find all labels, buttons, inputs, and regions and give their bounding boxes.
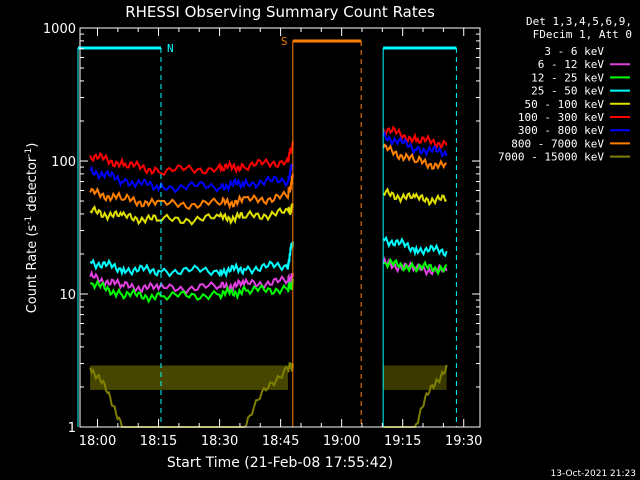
legend-label: 300 - 800 keV: [518, 124, 604, 137]
chart-title: RHESSI Observing Summary Count Rates: [125, 3, 435, 21]
y-axis-label-sup1: -1: [24, 216, 34, 225]
x-tick-label: 19:15: [384, 434, 421, 449]
plot-frame: [79, 27, 481, 428]
series-line-b: [382, 125, 448, 150]
legend-label: 50 - 100 keV: [525, 98, 605, 111]
night-label: N: [167, 42, 174, 55]
x-tick-label: 18:30: [201, 434, 238, 449]
footer-date: 13-Oct-2021 21:23: [551, 469, 636, 479]
legend: Det 1,3,4,5,6,9, FDecim 1, Att 0 3 - 6 k…: [498, 15, 632, 164]
series-line-b: [382, 235, 448, 258]
series-line-a: [89, 203, 294, 226]
legend-label: 25 - 50 keV: [531, 85, 604, 98]
x-tick-label: 19:00: [323, 434, 360, 449]
x-axis-label: Start Time (21-Feb-08 17:55:42): [167, 455, 393, 471]
y-axis-label-sup2: -1: [24, 148, 34, 157]
y-axis-label-end: ): [25, 143, 40, 148]
series-line-a: [89, 241, 294, 279]
legend-label: 7000 - 15000 keV: [498, 151, 604, 164]
series-line-b: [382, 187, 447, 207]
legend-label: 100 - 300 keV: [518, 111, 604, 124]
saa-label: S: [281, 35, 288, 48]
x-tick-label: 18:45: [262, 434, 299, 449]
y-tick-label: 1000: [43, 22, 76, 37]
series-line-b: [382, 257, 448, 277]
series-line-a: [90, 279, 294, 304]
y-tick-label: 1: [68, 421, 76, 436]
legend-label: 6 - 12 keV: [538, 58, 605, 71]
y-axis-label-mid: detector: [25, 156, 40, 216]
series-line-b: [382, 143, 447, 171]
y-tick-label: 100: [51, 155, 76, 170]
series-layer: [89, 125, 448, 428]
series-line-b: [382, 305, 448, 322]
series-line-a: [89, 321, 294, 348]
series-line-a: [89, 269, 294, 295]
olive-band-right: [383, 365, 447, 390]
legend-label: 800 - 7000 keV: [511, 137, 604, 150]
y-axis-label-main: Count Rate (s: [25, 225, 40, 314]
series-line-b: [382, 130, 448, 159]
y-axis-ticks: 1 10 100 1000: [43, 22, 480, 436]
series-line-a: [89, 139, 294, 177]
x-tick-label: 18:15: [140, 434, 177, 449]
series-line-a: [89, 173, 294, 211]
series-line-a: [89, 163, 294, 194]
legend-header-line-2: FDecim 1, Att 0: [533, 28, 632, 41]
x-tick-label: 19:30: [445, 434, 482, 449]
annotation-layer: NS: [77, 35, 457, 427]
legend-label: 3 - 6 keV: [544, 45, 604, 58]
y-axis-label: Count Rate (s-1 detector-1): [24, 143, 40, 314]
x-axis-ticks: 18:00 18:15 18:30 18:45 19:00 19:15 19:30: [79, 28, 482, 449]
x-tick-label: 18:00: [79, 434, 116, 449]
legend-header-line-1: Det 1,3,4,5,6,9,: [526, 15, 632, 28]
legend-label: 12 - 25 keV: [531, 71, 604, 84]
olive-band-left: [90, 365, 288, 390]
y-tick-label: 10: [59, 288, 76, 303]
